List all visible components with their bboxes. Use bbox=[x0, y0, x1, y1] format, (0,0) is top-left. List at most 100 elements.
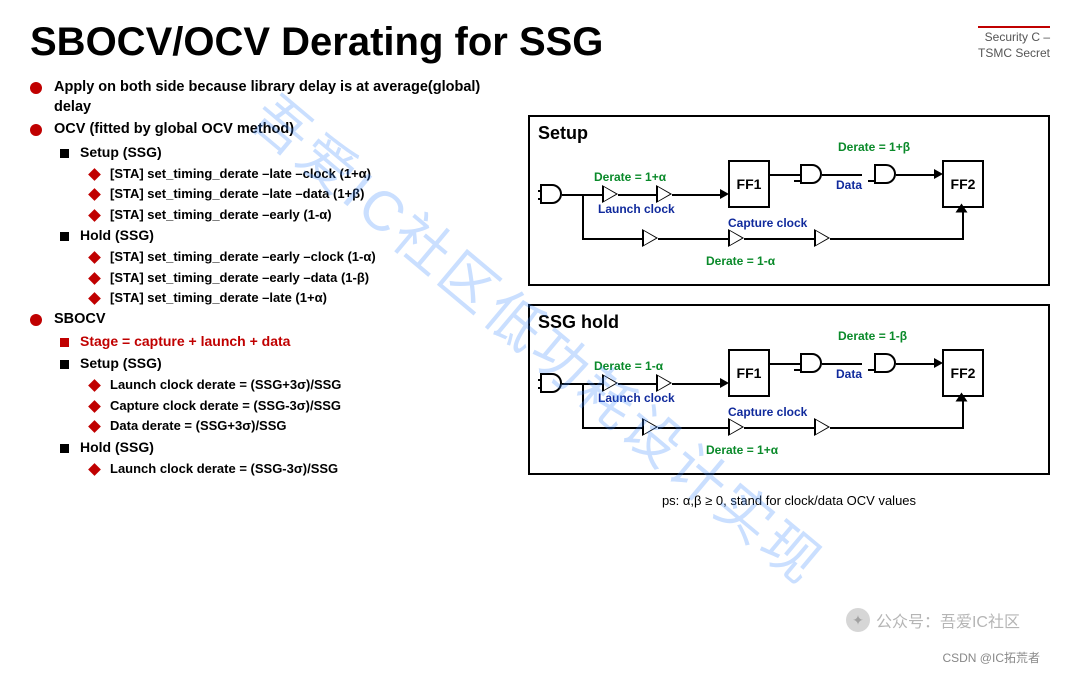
buffer-icon bbox=[602, 374, 618, 392]
wire bbox=[672, 194, 722, 196]
arrow-icon bbox=[956, 393, 968, 402]
wire bbox=[822, 174, 862, 176]
buffer-icon bbox=[728, 418, 744, 436]
wire bbox=[830, 238, 962, 240]
wire bbox=[770, 174, 800, 176]
diagram-footnote: ps: α,β ≥ 0, stand for clock/data OCV va… bbox=[528, 493, 1050, 508]
wire bbox=[868, 369, 876, 371]
buffer-icon bbox=[656, 374, 672, 392]
wire bbox=[582, 194, 584, 239]
bullet-derate: Data derate = (SSG+3σ)/SSG bbox=[86, 417, 510, 435]
content-row: Apply on both side because library delay… bbox=[30, 75, 1050, 508]
watermark-wechat-text: 公众号：吾爱IC社区 bbox=[876, 608, 1020, 632]
corner-line1: Security C – bbox=[978, 26, 1050, 46]
wire bbox=[962, 397, 964, 429]
label-data: Data bbox=[836, 367, 862, 381]
slide-root: SBOCV/OCV Derating for SSG Security C – … bbox=[0, 0, 1080, 674]
wire bbox=[868, 180, 876, 182]
bullet-ocv: OCV (fitted by global OCV method) bbox=[30, 120, 510, 140]
buffer-icon bbox=[814, 418, 830, 436]
label-derate-left: Derate = 1+α bbox=[594, 170, 666, 184]
diagram-setup: Setup FF1 bbox=[528, 115, 1050, 286]
flipflop-ff1: FF1 bbox=[728, 160, 770, 208]
bullet-setup-ssg2: Setup (SSG) bbox=[56, 354, 510, 373]
wire bbox=[618, 383, 656, 385]
label-launch: Launch clock bbox=[598, 202, 675, 216]
label-derate-bottom: Derate = 1+α bbox=[706, 443, 778, 457]
wire bbox=[582, 427, 642, 429]
label-launch: Launch clock bbox=[598, 391, 675, 405]
diagrams-column: Setup FF1 bbox=[528, 75, 1050, 508]
label-capture: Capture clock bbox=[728, 405, 807, 419]
flipflop-ff2: FF2 bbox=[942, 349, 984, 397]
bullet-hold-ssg: Hold (SSG) bbox=[56, 226, 510, 245]
bullet-apply: Apply on both side because library delay… bbox=[30, 78, 510, 117]
label-capture: Capture clock bbox=[728, 216, 807, 230]
wire bbox=[538, 387, 542, 389]
buffer-icon bbox=[602, 185, 618, 203]
and-gate-icon bbox=[540, 184, 562, 204]
and-gate-icon bbox=[874, 353, 896, 373]
arrow-icon bbox=[956, 204, 968, 213]
wire bbox=[794, 180, 802, 182]
wire bbox=[582, 238, 642, 240]
wire bbox=[744, 238, 814, 240]
bullet-sta: [STA] set_timing_derate –early –data (1-… bbox=[86, 269, 510, 287]
buffer-icon bbox=[642, 229, 658, 247]
wire bbox=[618, 194, 656, 196]
buffer-icon bbox=[728, 229, 744, 247]
wire bbox=[822, 363, 862, 365]
label-data: Data bbox=[836, 178, 862, 192]
bullet-sta: [STA] set_timing_derate –early –clock (1… bbox=[86, 248, 510, 266]
buffer-icon bbox=[814, 229, 830, 247]
bullet-sta: [STA] set_timing_derate –late –clock (1+… bbox=[86, 165, 510, 183]
wire bbox=[658, 238, 728, 240]
header-row: SBOCV/OCV Derating for SSG Security C – … bbox=[30, 20, 1050, 75]
and-gate-icon bbox=[540, 373, 562, 393]
bullets-column: Apply on both side because library delay… bbox=[30, 75, 510, 508]
circuit-setup: FF1 FF2 bbox=[538, 146, 1040, 276]
watermark-wechat: ✦ 公众号：吾爱IC社区 bbox=[846, 608, 1020, 632]
security-corner: Security C – TSMC Secret bbox=[978, 20, 1050, 61]
bullet-hold-ssg2: Hold (SSG) bbox=[56, 438, 510, 457]
diagram-title: SSG hold bbox=[538, 312, 1040, 333]
bullet-stage: Stage = capture + launch + data bbox=[56, 332, 510, 351]
wire bbox=[672, 383, 722, 385]
buffer-icon bbox=[656, 185, 672, 203]
csdn-credit: CSDN @IC拓荒者 bbox=[942, 649, 1040, 666]
diagram-hold: SSG hold FF1 bbox=[528, 304, 1050, 475]
bullet-derate: Launch clock derate = (SSG+3σ)/SSG bbox=[86, 376, 510, 394]
bullet-sta: [STA] set_timing_derate –late (1+α) bbox=[86, 289, 510, 307]
wire bbox=[744, 427, 814, 429]
wire bbox=[538, 190, 542, 192]
circuit-hold: FF1 FF2 bbox=[538, 335, 1040, 465]
wire bbox=[658, 427, 728, 429]
wechat-icon: ✦ bbox=[846, 608, 870, 632]
bullet-sta: [STA] set_timing_derate –late –data (1+β… bbox=[86, 185, 510, 203]
wire bbox=[962, 208, 964, 240]
diagram-title: Setup bbox=[538, 123, 1040, 144]
bullet-derate: Capture clock derate = (SSG-3σ)/SSG bbox=[86, 397, 510, 415]
wire bbox=[538, 379, 542, 381]
wire bbox=[794, 369, 802, 371]
label-derate-bottom: Derate = 1-α bbox=[706, 254, 775, 268]
corner-line2: TSMC Secret bbox=[978, 46, 1050, 62]
wire bbox=[770, 363, 800, 365]
wire bbox=[582, 383, 584, 428]
and-gate-icon bbox=[800, 164, 822, 184]
bullet-derate: Launch clock derate = (SSG-3σ)/SSG bbox=[86, 460, 510, 478]
wire bbox=[830, 427, 962, 429]
and-gate-icon bbox=[800, 353, 822, 373]
bullet-sbocv: SBOCV bbox=[30, 310, 510, 330]
flipflop-ff2: FF2 bbox=[942, 160, 984, 208]
wire bbox=[896, 174, 936, 176]
buffer-icon bbox=[642, 418, 658, 436]
label-derate-left: Derate = 1-α bbox=[594, 359, 663, 373]
flipflop-ff1: FF1 bbox=[728, 349, 770, 397]
page-title: SBOCV/OCV Derating for SSG bbox=[30, 20, 603, 65]
label-derate-top: Derate = 1+β bbox=[838, 140, 910, 154]
wire bbox=[896, 363, 936, 365]
and-gate-icon bbox=[874, 164, 896, 184]
bullet-setup-ssg: Setup (SSG) bbox=[56, 143, 510, 162]
label-derate-top: Derate = 1-β bbox=[838, 329, 907, 343]
